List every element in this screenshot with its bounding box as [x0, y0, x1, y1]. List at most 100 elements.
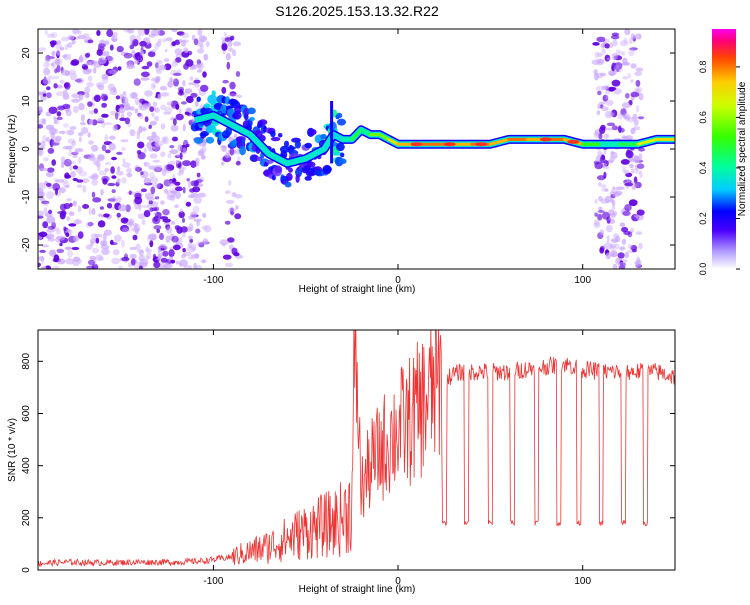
- noise-speckle: [601, 106, 609, 111]
- noise-speckle: [170, 79, 177, 82]
- noise-speckle: [596, 110, 601, 116]
- noise-speckle: [599, 101, 606, 105]
- noise-speckle: [116, 151, 123, 155]
- noise-speckle: [629, 163, 634, 169]
- noise-speckle: [613, 233, 619, 239]
- noise-speckle: [99, 206, 104, 210]
- noise-speckle: [604, 43, 610, 49]
- noise-speckle: [167, 80, 173, 88]
- noise-speckle: [64, 185, 70, 188]
- spectral-blob: [288, 167, 293, 173]
- noise-speckle: [67, 250, 73, 258]
- colorbar-tick-label: 0.8: [698, 61, 708, 74]
- noise-speckle: [234, 193, 243, 199]
- noise-speckle: [38, 182, 46, 190]
- spectral-blob: [241, 138, 246, 145]
- noise-speckle: [67, 138, 76, 144]
- noise-speckle: [161, 136, 167, 143]
- noise-speckle: [91, 207, 96, 216]
- noise-speckle: [621, 238, 627, 245]
- noise-speckle: [38, 215, 44, 219]
- noise-speckle: [185, 59, 194, 67]
- noise-speckle: [104, 134, 109, 142]
- spectral-blob: [262, 170, 272, 176]
- noise-speckle: [162, 218, 171, 223]
- noise-speckle: [603, 242, 613, 250]
- x-tick-label: -100: [203, 576, 223, 587]
- noise-speckle: [69, 126, 77, 130]
- noise-speckle: [56, 116, 63, 121]
- noise-speckle: [90, 144, 99, 152]
- noise-speckle: [133, 223, 139, 228]
- noise-speckle: [154, 78, 160, 84]
- noise-speckle: [182, 232, 186, 238]
- noise-speckle: [149, 240, 154, 248]
- noise-speckle: [159, 243, 167, 249]
- noise-speckle: [50, 32, 58, 38]
- noise-speckle: [150, 82, 156, 90]
- noise-speckle: [60, 179, 69, 184]
- noise-speckle: [620, 159, 630, 165]
- noise-speckle: [108, 135, 116, 140]
- noise-speckle: [160, 151, 166, 157]
- noise-speckle: [197, 69, 202, 73]
- noise-speckle: [173, 118, 177, 126]
- noise-speckle: [161, 38, 168, 43]
- noise-speckle: [144, 90, 153, 97]
- noise-speckle: [141, 65, 150, 70]
- spectrogram-heatmap: [38, 29, 675, 269]
- noise-speckle: [177, 172, 182, 176]
- noise-speckle: [200, 156, 206, 160]
- noise-speckle: [224, 153, 231, 159]
- noise-speckle: [51, 141, 56, 147]
- noise-speckle: [165, 164, 175, 171]
- noise-speckle: [631, 116, 639, 120]
- noise-speckle: [144, 116, 149, 123]
- spectral-blob: [309, 129, 317, 136]
- noise-speckle: [77, 231, 84, 239]
- noise-speckle: [160, 123, 166, 130]
- noise-speckle: [162, 209, 170, 216]
- noise-speckle: [105, 149, 111, 154]
- noise-speckle: [609, 218, 616, 224]
- noise-speckle: [88, 140, 94, 145]
- noise-speckle: [598, 181, 602, 187]
- noise-speckle: [143, 162, 148, 167]
- noise-speckle: [178, 108, 182, 114]
- noise-speckle: [638, 242, 643, 250]
- noise-speckle: [41, 197, 45, 202]
- noise-speckle: [190, 243, 197, 251]
- noise-speckle: [597, 210, 605, 213]
- noise-speckle: [113, 234, 122, 243]
- noise-speckle: [101, 102, 107, 108]
- noise-speckle: [136, 132, 141, 140]
- spectral-blob: [334, 151, 342, 156]
- chart-title: S126.2025.153.13.32.R22: [275, 3, 439, 19]
- noise-speckle: [632, 113, 637, 117]
- noise-speckle: [181, 253, 186, 259]
- noise-speckle: [56, 111, 62, 117]
- x-tick-label: -100: [203, 275, 223, 286]
- noise-speckle: [158, 64, 167, 71]
- noise-speckle: [232, 41, 242, 47]
- noise-speckle: [85, 68, 93, 73]
- noise-speckle: [63, 158, 72, 167]
- colorbar-tick-label: 0.6: [698, 111, 708, 124]
- noise-speckle: [97, 154, 105, 161]
- noise-speckle: [222, 254, 232, 260]
- noise-speckle: [94, 233, 103, 238]
- spectral-blob: [340, 152, 345, 158]
- y-tick-label: -10: [21, 189, 32, 204]
- noise-speckle: [169, 145, 175, 149]
- noise-speckle: [625, 62, 630, 66]
- noise-speckle: [126, 172, 133, 178]
- noise-speckle: [38, 124, 44, 129]
- ridge-core-segment: [359, 128, 372, 137]
- noise-speckle: [623, 115, 628, 119]
- noise-speckle: [155, 164, 164, 172]
- noise-speckle: [152, 84, 156, 88]
- noise-speckle: [117, 166, 121, 172]
- noise-speckle: [123, 52, 133, 59]
- noise-speckle: [622, 165, 626, 173]
- noise-speckle: [617, 112, 624, 120]
